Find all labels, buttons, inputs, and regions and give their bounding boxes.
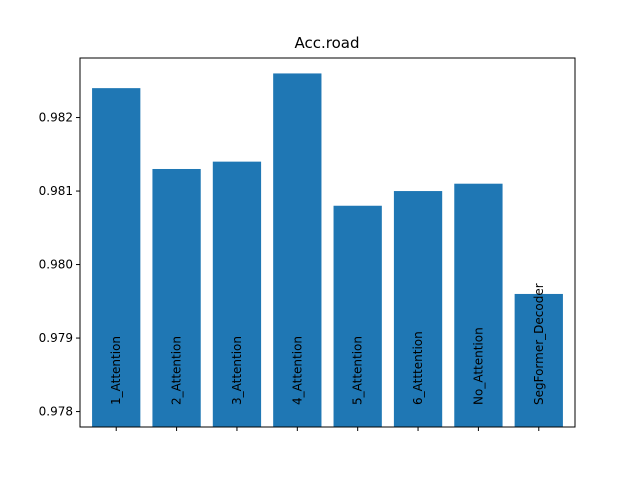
bar: [514, 293, 563, 427]
bar-labels-group: 1_Attention 2_Attention 3_Attention 4_Atten…: [109, 283, 546, 405]
bar: [212, 161, 262, 427]
y-tick-label: 0.979: [39, 331, 73, 345]
bars-group: [92, 73, 563, 428]
bar-category-label: 2_Attention: [170, 336, 184, 405]
bar-category-label: SegFormer_Decoder: [532, 283, 546, 405]
plot-frame: [79, 57, 576, 428]
y-tick-label: 0.978: [39, 405, 73, 419]
x-axis: [115, 427, 540, 431]
bar: [393, 191, 443, 427]
chart-title: Acc.road: [295, 34, 360, 52]
bar: [273, 73, 322, 427]
bar: [152, 168, 201, 428]
y-axis: 0.978 0.979 0.980 0.981 0.982: [39, 111, 80, 419]
bar-category-label: 4_Attention: [290, 336, 304, 405]
bar-category-label: No_Attention: [471, 327, 485, 405]
y-tick-label: 0.980: [39, 258, 73, 272]
y-tick-label: 0.981: [39, 184, 73, 198]
bar-category-label: 3_Attention: [230, 336, 244, 405]
bar-category-label: 5_Attention: [351, 336, 365, 405]
bar: [92, 88, 141, 427]
y-tick-label: 0.982: [39, 111, 73, 125]
bar-category-label: 1_Attention: [109, 336, 123, 405]
bar-category-label: 6_Atttention: [411, 331, 425, 405]
bar: [454, 183, 503, 427]
bar: [333, 205, 382, 427]
